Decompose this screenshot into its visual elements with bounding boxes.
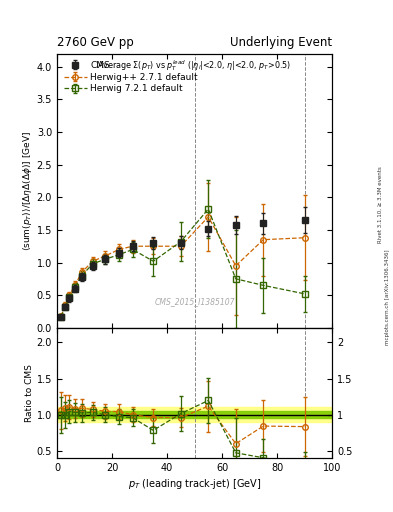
Text: Average $\Sigma(p_T)$ vs $p_T^{lead}$ ($|\eta_l|$<2.0, $\eta|$<2.0, $p_T$>0.5): Average $\Sigma(p_T)$ vs $p_T^{lead}$ ($… [97,58,292,73]
Text: mcplots.cern.ch [arXiv:1306.3436]: mcplots.cern.ch [arXiv:1306.3436] [385,249,389,345]
Text: Underlying Event: Underlying Event [230,36,332,49]
Legend: CMS, Herwig++ 2.7.1 default, Herwig 7.2.1 default: CMS, Herwig++ 2.7.1 default, Herwig 7.2.… [61,58,201,96]
Y-axis label: $\langle$sum$(p_T)\rangle/[\Delta\eta\Delta(\Delta\phi)]$ [GeV]: $\langle$sum$(p_T)\rangle/[\Delta\eta\De… [21,131,34,251]
Text: CMS_2015_I1385107: CMS_2015_I1385107 [154,297,235,306]
Text: 2760 GeV pp: 2760 GeV pp [57,36,134,49]
Text: Rivet 3.1.10, ≥ 3.3M events: Rivet 3.1.10, ≥ 3.3M events [378,166,383,243]
X-axis label: $p_T$ (leading track-jet) [GeV]: $p_T$ (leading track-jet) [GeV] [128,477,261,492]
Bar [57,408,332,422]
Y-axis label: Ratio to CMS: Ratio to CMS [25,364,34,422]
Bar [57,411,332,418]
